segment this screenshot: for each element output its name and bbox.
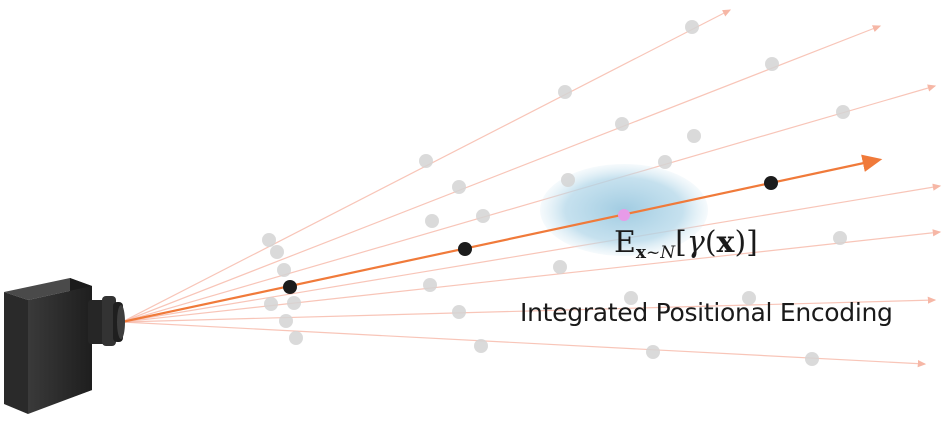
- faint-sample-point: [279, 314, 293, 328]
- faint-sample-point: [425, 214, 439, 228]
- faint-sample-point: [646, 345, 660, 359]
- sample-point: [764, 176, 778, 190]
- sample-point: [458, 242, 472, 256]
- formula-argument: x: [716, 225, 735, 260]
- faint-sample-point: [289, 331, 303, 345]
- faint-sample-point: [423, 278, 437, 292]
- faint-ray: [121, 296, 937, 323]
- expectation-operator: E: [614, 225, 636, 260]
- faint-sample-point: [805, 352, 819, 366]
- integrated-encoding-formula: Ex~N[γ(x)]: [614, 225, 758, 263]
- faint-rays: [121, 9, 942, 368]
- faint-sample-point: [836, 105, 850, 119]
- faint-sample-point: [742, 291, 756, 305]
- faint-sample-point: [270, 245, 284, 259]
- faint-sample-point: [687, 129, 701, 143]
- camera-icon: [4, 278, 125, 414]
- sample-point: [283, 280, 297, 294]
- faint-sample-point: [615, 117, 629, 131]
- faint-sample-point: [264, 297, 278, 311]
- faint-sample-point: [558, 85, 572, 99]
- diagram-caption: Integrated Positional Encoding: [520, 298, 893, 327]
- expectation-subscript: x~N: [635, 243, 676, 263]
- faint-sample-point: [765, 57, 779, 71]
- faint-sample-point: [287, 296, 301, 310]
- faint-sample-point: [553, 260, 567, 274]
- faint-sample-point: [833, 231, 847, 245]
- faint-sample-point: [277, 263, 291, 277]
- faint-sample-point: [624, 291, 638, 305]
- faint-sample-point: [474, 339, 488, 353]
- mean-point: [618, 209, 630, 221]
- faint-ray: [121, 25, 882, 323]
- faint-sample-point: [658, 155, 672, 169]
- faint-sample-point: [452, 305, 466, 319]
- faint-sample-point: [685, 20, 699, 34]
- faint-ray: [121, 321, 927, 368]
- faint-sample-point: [561, 173, 575, 187]
- faint-sample-point: [262, 233, 276, 247]
- faint-ray: [121, 229, 942, 323]
- faint-ray: [121, 183, 942, 323]
- faint-sample-point: [476, 209, 490, 223]
- faint-sample-point: [419, 154, 433, 168]
- faint-ray: [121, 84, 937, 323]
- faint-points: [262, 20, 850, 366]
- faint-sample-point: [452, 180, 466, 194]
- gamma-function: γ: [686, 225, 705, 260]
- main-ray: [121, 154, 883, 324]
